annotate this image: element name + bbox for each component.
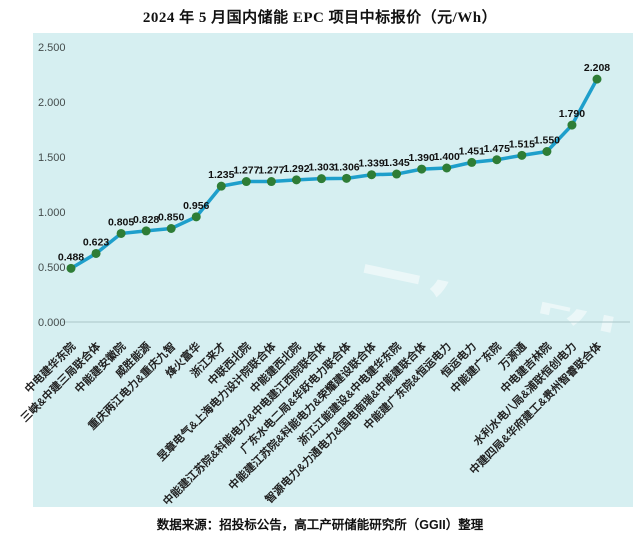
data-point-label: 0.828: [133, 214, 159, 226]
data-point-label: 1.550: [534, 135, 560, 147]
data-point-label: 1.303: [308, 162, 334, 174]
data-point-label: 0.623: [83, 236, 109, 248]
plot-area: [33, 33, 633, 507]
data-point: [342, 173, 352, 183]
data-point: [417, 164, 427, 174]
price-line: [69, 77, 599, 271]
data-point: [392, 169, 402, 179]
data-point-label: 2.208: [584, 62, 610, 74]
data-point-label: 0.805: [108, 216, 134, 228]
data-point-label: 1.277: [258, 165, 284, 177]
data-point: [592, 74, 602, 84]
data-point-label: 0.850: [158, 212, 184, 224]
data-point-label: 1.235: [208, 169, 234, 181]
data-point: [567, 120, 577, 130]
data-point-label: 1.400: [434, 151, 460, 163]
data-point: [91, 248, 101, 258]
y-tick-label: 2.000: [38, 97, 66, 109]
data-point: [367, 170, 377, 180]
data-point-label: 1.339: [358, 158, 384, 170]
data-point: [266, 177, 276, 187]
data-point-label: 0.956: [183, 200, 209, 212]
chart-title: 2024 年 5 月国内储能 EPC 项目中标报价（元/Wh）: [142, 10, 498, 26]
data-point-label: 1.790: [559, 108, 585, 120]
data-point: [442, 163, 452, 173]
data-point-label: 1.277: [233, 165, 259, 177]
y-tick-label: 0.000: [38, 317, 66, 329]
data-point-label: 1.306: [333, 161, 359, 173]
data-point: [216, 181, 226, 191]
data-point: [166, 224, 176, 233]
data-point-label: 1.292: [283, 163, 309, 175]
data-point: [316, 174, 326, 184]
y-tick-label: 0.500: [38, 262, 66, 274]
data-point: [116, 228, 126, 238]
y-tick-label: 1.500: [38, 152, 66, 164]
data-point: [492, 155, 502, 165]
data-point-label: 1.390: [409, 152, 435, 164]
data-point: [517, 150, 527, 160]
source-note: 数据来源：招投标公告，高工产研储能研究所（GGII）整理: [156, 518, 484, 532]
data-point: [141, 226, 151, 236]
data-point-label: 0.488: [58, 251, 84, 263]
y-tick-label: 2.500: [38, 42, 66, 54]
data-point: [66, 263, 76, 273]
data-point: [467, 157, 477, 167]
data-point: [191, 212, 201, 222]
data-point: [542, 147, 552, 156]
data-point: [241, 177, 251, 187]
data-point-label: 1.345: [383, 157, 409, 169]
data-point: [291, 175, 301, 185]
data-point-label: 1.515: [509, 138, 535, 150]
data-point-label: 1.475: [484, 143, 510, 155]
y-tick-label: 1.000: [38, 207, 66, 219]
data-point-label: 1.451: [459, 145, 485, 157]
